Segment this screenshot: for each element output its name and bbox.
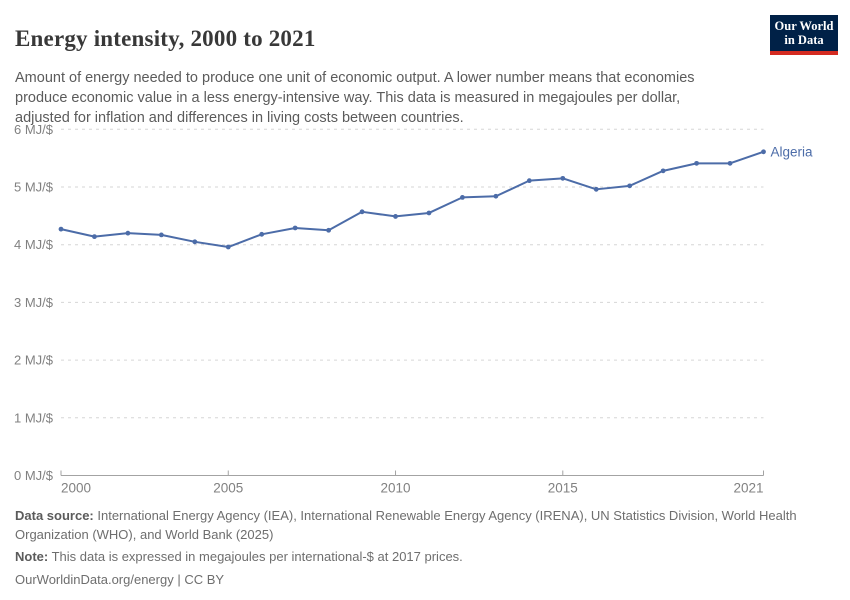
note-line: Note: This data is expressed in megajoul… (15, 547, 827, 566)
chart-subtitle: Amount of energy needed to produce one u… (15, 69, 695, 126)
note-text: This data is expressed in megajoules per… (51, 549, 463, 564)
data-point (192, 239, 198, 245)
owid-url-link[interactable]: OurWorldinData.org/energy (15, 572, 174, 587)
data-point (259, 231, 265, 237)
y-tick-label: 4 MJ/$ (14, 237, 54, 252)
y-tick-label: 6 MJ/$ (14, 122, 54, 137)
chart-line (60, 150, 765, 249)
note-label: Note: (15, 549, 49, 564)
x-tick-label: 2015 (548, 481, 578, 496)
data-point (526, 178, 532, 184)
data-point (460, 194, 465, 200)
chart-footer: Data source: International Energy Agency… (15, 506, 827, 589)
data-point (292, 225, 298, 231)
x-tick-label: 2005 (213, 481, 243, 496)
line-chart: 0 MJ/$ 1 MJ/$ 2 MJ/$ 3 MJ/$ 4 MJ/$ 5 MJ/$ 6 MJ… (14, 122, 814, 496)
credit-separator: | (177, 572, 181, 587)
data-point (225, 244, 231, 250)
credit-line: OurWorldinData.org/energy | CC BY (15, 570, 827, 589)
data-point (593, 186, 599, 192)
owid-logo: Our World in Data (770, 15, 838, 55)
x-tick-label: 2000 (61, 481, 91, 496)
data-point (58, 226, 64, 232)
data-source-line: Data source: International Energy Agency… (15, 506, 827, 544)
owid-logo-line1: Our World (774, 19, 834, 33)
data-point (359, 209, 365, 215)
data-point (627, 183, 633, 189)
data-point (158, 232, 164, 238)
data-point (727, 160, 733, 166)
y-tick-label: 5 MJ/$ (14, 180, 54, 195)
data-point (560, 175, 566, 181)
x-tick-label: 2021 (733, 481, 763, 496)
data-point (125, 230, 131, 236)
y-tick-label: 2 MJ/$ (14, 353, 54, 368)
data-source-text: International Energy Agency (IEA), Inter… (15, 508, 797, 542)
data-point (326, 227, 332, 233)
series-end-label: Algeria (771, 144, 814, 159)
y-tick-label: 1 MJ/$ (14, 410, 54, 425)
y-tick-label: 3 MJ/$ (14, 295, 54, 310)
data-point (761, 149, 766, 155)
data-point (92, 234, 97, 240)
data-point (393, 214, 398, 219)
page-title: Energy intensity, 2000 to 2021 (15, 26, 316, 52)
data-source-label: Data source: (15, 508, 94, 523)
license-link[interactable]: CC BY (184, 572, 225, 587)
data-point (694, 160, 699, 166)
y-tick-label: 0 MJ/$ (14, 468, 54, 483)
data-point (660, 168, 666, 174)
data-point (493, 193, 499, 199)
x-tick-label: 2010 (381, 481, 411, 496)
owid-logo-line2: in Data (784, 32, 824, 47)
data-point (426, 210, 432, 216)
